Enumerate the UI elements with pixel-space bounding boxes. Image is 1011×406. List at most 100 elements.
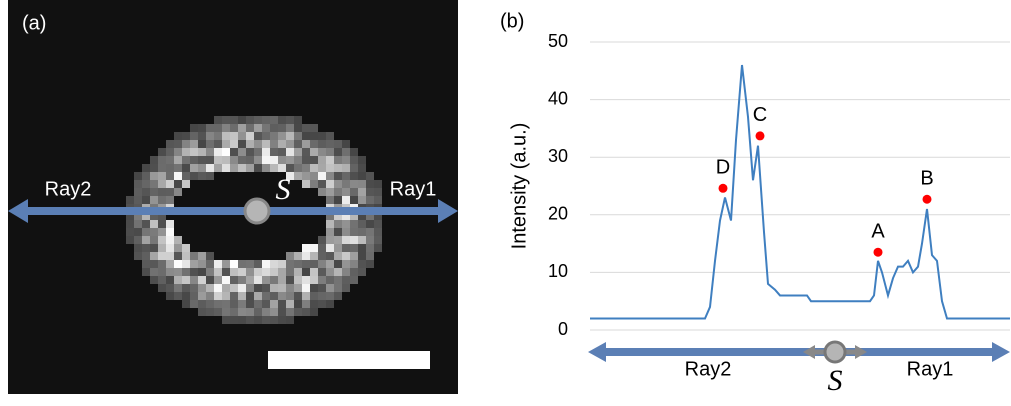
pixel — [262, 260, 270, 268]
pixel — [310, 156, 318, 164]
pixel — [198, 252, 206, 260]
pixel — [246, 132, 254, 140]
pixel — [142, 244, 150, 252]
pixel — [278, 308, 286, 316]
pixel — [174, 148, 182, 156]
pixel — [174, 236, 182, 244]
pixel — [214, 260, 222, 268]
pixel — [342, 236, 350, 244]
pixel — [230, 156, 238, 164]
pixel — [222, 164, 230, 172]
plot: 0 10 20 30 40 50 D C A B — [548, 31, 1010, 339]
pixel — [222, 148, 230, 156]
pixel — [206, 260, 214, 268]
pixel — [190, 252, 198, 260]
pixel — [366, 220, 374, 228]
pixel — [158, 228, 166, 236]
pixel — [214, 116, 222, 124]
pixel — [366, 180, 374, 188]
pixel — [374, 244, 382, 252]
pixel — [206, 172, 214, 180]
pixel — [286, 300, 294, 308]
pixel — [158, 220, 166, 228]
pixel — [158, 276, 166, 284]
ray-label: Ray2 — [45, 178, 92, 200]
pixel — [326, 156, 334, 164]
pixel — [182, 268, 190, 276]
arrow-head — [8, 199, 28, 223]
pixel — [334, 196, 342, 204]
pixel — [182, 132, 190, 140]
pixel — [238, 132, 246, 140]
pixel — [222, 260, 230, 268]
pixel — [270, 276, 278, 284]
pixel — [126, 196, 134, 204]
pixel — [270, 156, 278, 164]
pixel — [358, 228, 366, 236]
pixel — [174, 164, 182, 172]
source-marker — [823, 340, 847, 364]
pixel — [270, 124, 278, 132]
pixel — [302, 292, 310, 300]
pixel — [206, 148, 214, 156]
pixel — [286, 148, 294, 156]
pixel — [310, 244, 318, 252]
pixel — [254, 132, 262, 140]
pixel — [174, 180, 182, 188]
pixel — [342, 140, 350, 148]
pixel — [270, 268, 278, 276]
pixel — [294, 116, 302, 124]
pixel — [318, 156, 326, 164]
pixel — [342, 172, 350, 180]
pixel — [294, 268, 302, 276]
pixel — [366, 236, 374, 244]
pixel — [350, 196, 358, 204]
pixel — [286, 156, 294, 164]
pixel — [246, 140, 254, 148]
pixel — [286, 292, 294, 300]
pixel — [262, 132, 270, 140]
pixel — [342, 196, 350, 204]
pixel — [166, 220, 174, 228]
pixel — [310, 124, 318, 132]
pixel — [246, 316, 254, 324]
pixel — [214, 132, 222, 140]
pixel — [318, 268, 326, 276]
pixel — [366, 252, 374, 260]
pixel — [350, 228, 358, 236]
pixel — [270, 132, 278, 140]
pixel — [366, 188, 374, 196]
pixel — [206, 132, 214, 140]
pixel — [142, 220, 150, 228]
pixel — [366, 196, 374, 204]
pixel — [246, 276, 254, 284]
pixel — [294, 292, 302, 300]
pixel — [350, 180, 358, 188]
pixel — [254, 116, 262, 124]
pixel — [318, 140, 326, 148]
pixel — [342, 244, 350, 252]
pixel — [214, 276, 222, 284]
pixel — [294, 284, 302, 292]
pixel — [334, 220, 342, 228]
pixel — [310, 172, 318, 180]
pixel — [262, 292, 270, 300]
pixel — [182, 276, 190, 284]
pixel — [278, 132, 286, 140]
pixel — [342, 276, 350, 284]
pixel — [134, 188, 142, 196]
pixel — [326, 132, 334, 140]
pixel — [198, 292, 206, 300]
pixel — [182, 140, 190, 148]
pixel — [198, 276, 206, 284]
pixel — [326, 188, 334, 196]
pixel — [142, 172, 150, 180]
pixel — [238, 316, 246, 324]
peak-marker — [922, 194, 932, 204]
pixel — [374, 212, 382, 220]
pixel — [254, 276, 262, 284]
pixel — [262, 164, 270, 172]
pixel — [230, 260, 238, 268]
pixel — [158, 244, 166, 252]
pixel — [302, 140, 310, 148]
